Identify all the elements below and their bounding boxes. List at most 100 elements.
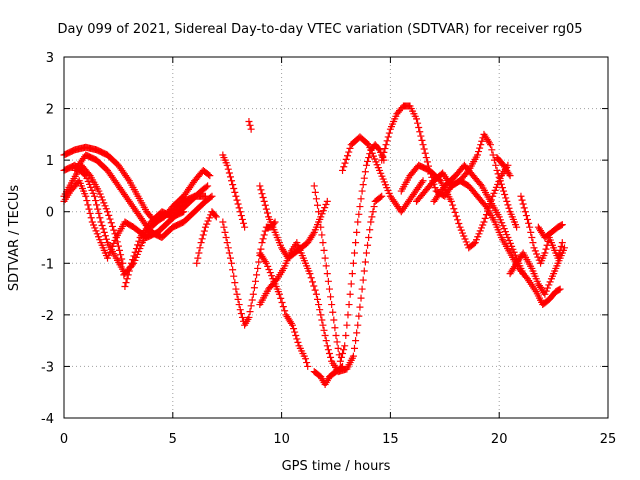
data-point [233,290,241,298]
data-point [529,239,537,247]
data-point [230,272,238,280]
data-point [86,209,94,217]
data-point [518,196,526,204]
data-point [330,316,338,324]
data-point [261,227,269,235]
data-point [558,239,566,247]
data-point [365,154,373,162]
data-point [555,286,563,294]
data-point [307,274,315,282]
data-point [321,331,329,339]
data-point [324,277,332,285]
data-point [321,254,329,262]
data-point [248,296,256,304]
series-sat-n [310,141,388,365]
data-point [231,188,239,196]
data-point [211,212,219,220]
data-point [97,193,105,201]
data-point [317,223,325,231]
data-point [473,151,481,159]
data-point [262,259,270,267]
data-point [370,203,378,211]
data-point [449,201,457,209]
data-point [367,218,375,226]
data-point [510,248,518,256]
data-point [266,269,274,277]
data-point [331,324,339,332]
data-point [224,244,232,252]
data-point [322,200,330,208]
data-point [131,256,139,264]
data-point [359,276,367,284]
data-point [477,180,485,188]
data-point [497,180,505,188]
data-point [279,303,287,311]
data-point [505,204,513,212]
x-tick-labels: 0 5 10 15 20 25 [60,432,616,447]
data-point [292,331,300,339]
data-point [505,236,513,244]
data-point [199,231,207,239]
data-point [485,139,493,147]
x-tick-label: 20 [491,432,508,447]
data-point [342,331,350,339]
data-point [528,234,536,241]
data-point [201,223,209,231]
data-point [531,247,539,255]
data-point [318,231,326,239]
data-point [263,209,271,217]
x-axis-label: GPS time / hours [282,459,391,474]
data-point [200,227,208,235]
y-tick-label: 0 [46,206,54,221]
data-point [477,224,485,232]
data-point [328,301,336,309]
data-point [314,295,322,303]
data-point [224,165,232,173]
data-point [261,201,269,209]
data-point [364,157,372,165]
data-point [350,344,358,352]
data-point [309,230,317,238]
data-point [203,220,211,228]
data-point [355,210,363,218]
data-point [341,342,349,350]
x-tick-label: 10 [273,432,290,447]
data-point [85,205,93,213]
data-point [474,233,482,241]
data-point [323,342,331,350]
data-point [501,228,509,236]
y-tick-label: -4 [41,412,54,427]
series-sat-e [71,151,216,241]
data-point [460,232,468,240]
data-point [90,192,98,200]
data-point [312,290,320,298]
data-point [107,219,115,227]
data-point [232,285,240,293]
data-point [319,239,327,247]
x-tick-label: 5 [169,432,177,447]
data-point [102,205,110,213]
data-point [197,239,205,247]
data-point [258,239,266,247]
series-sat-m [310,362,347,388]
data-point [84,178,92,186]
data-point [484,207,492,215]
data-point [212,213,220,221]
data-point [288,321,296,329]
data-point [413,115,421,123]
data-point [205,214,213,222]
data-point [265,265,273,273]
data-point [479,221,487,229]
data-point [233,196,241,204]
data-point [108,242,116,250]
data-point [339,362,347,370]
data-point [378,156,386,164]
data-point [361,258,369,266]
data-point [348,270,356,278]
data-point [486,141,494,149]
data-point [349,352,357,360]
data-point [82,192,90,200]
data-point [374,145,382,153]
data-point [482,211,490,219]
data-point [337,363,345,371]
